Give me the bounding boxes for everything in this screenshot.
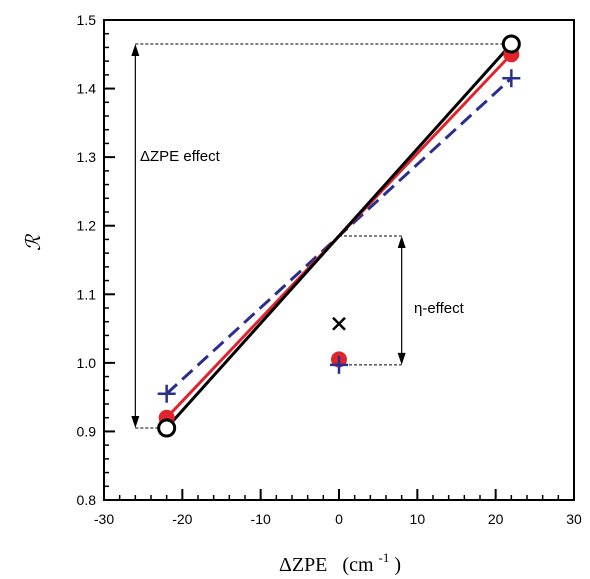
- annotation-dzpe-effect: ΔZPE effect: [140, 148, 221, 165]
- eta-arrow-head-up: [397, 236, 406, 248]
- y-tick-label: 0.8: [77, 492, 97, 508]
- data-point-plus: [330, 355, 348, 374]
- y-tick-label: 0.9: [77, 423, 97, 439]
- x-axis-title-close: ): [394, 554, 401, 576]
- data-markers: [157, 34, 521, 438]
- x-tick-label: -20: [172, 511, 192, 527]
- x-axis-title-unit: (cm: [342, 554, 374, 576]
- y-tick-label: 1.2: [77, 218, 97, 234]
- y-tick-label: 1.3: [77, 149, 97, 165]
- y-axis-title: ℛ: [23, 233, 45, 251]
- x-tick-label: 10: [410, 511, 426, 527]
- data-point-x: [332, 316, 346, 331]
- x-axis-title: ΔZPE (cm -1 ): [279, 545, 401, 576]
- y-tick-label: 1.0: [77, 355, 97, 371]
- dzpe-arrow-head-down: [131, 416, 140, 428]
- data-point-open-circle: [501, 34, 521, 54]
- axis-ticks: [103, 19, 575, 501]
- data-point-plus: [157, 384, 176, 403]
- annotation-eta-effect: η-effect: [414, 300, 465, 317]
- axis-tick-labels: -30 -20 -10 0 10 20 30 0.8 0.9 1.0 1.1 1.2 1.3 1.4 1.5: [77, 12, 582, 527]
- data-point-open-circle: [157, 418, 177, 438]
- y-tick-label: 1.5: [77, 12, 97, 28]
- x-axis-title-main: ΔZPE: [279, 554, 327, 576]
- data-series: [165, 42, 513, 430]
- x-tick-label: -10: [251, 511, 271, 527]
- y-tick-label: 1.4: [77, 81, 97, 97]
- data-point-plus: [502, 69, 521, 88]
- x-axis-title-exponent: -1: [379, 550, 390, 565]
- x-tick-label: -30: [94, 511, 114, 527]
- x-tick-label: 30: [566, 511, 582, 527]
- annotation-guides: [131, 43, 512, 429]
- x-tick-label: 20: [488, 511, 504, 527]
- series-line-black: [165, 42, 513, 430]
- x-tick-label: 0: [335, 511, 343, 527]
- eta-arrow-head-down: [397, 352, 406, 365]
- y-tick-label: 1.1: [77, 286, 97, 302]
- dzpe-arrow-head-up: [131, 44, 140, 56]
